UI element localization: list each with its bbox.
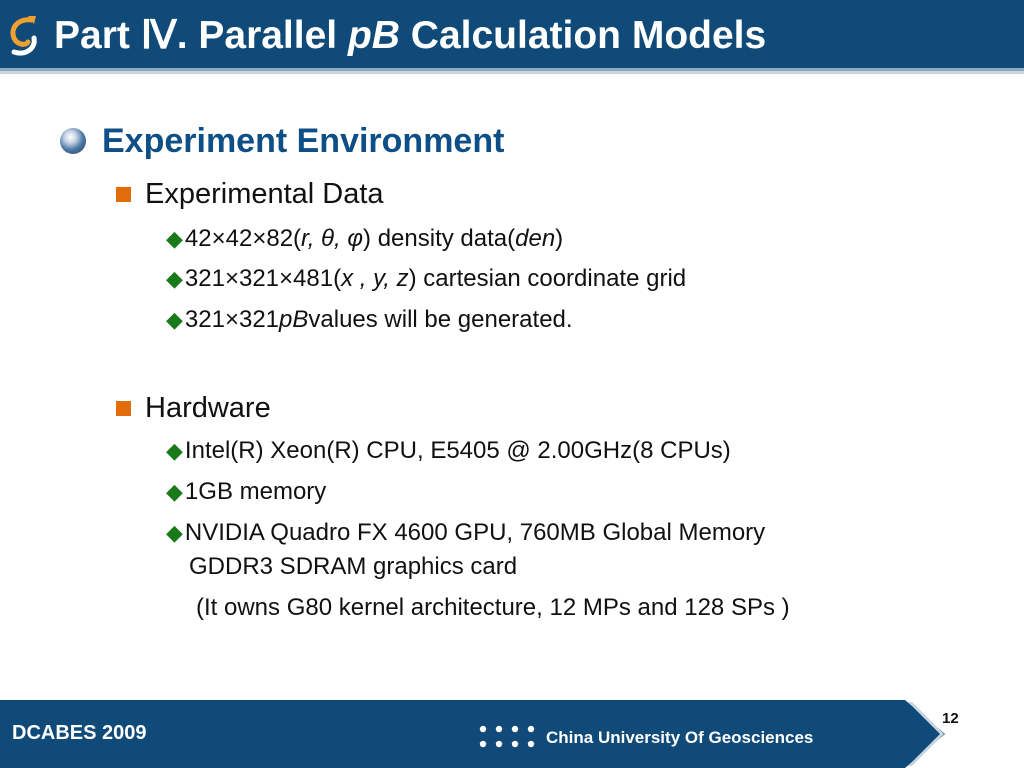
- diamond-bullet-icon: ◆: [166, 520, 183, 545]
- page-number: 12: [942, 710, 959, 727]
- diamond-bullet-icon: ◆: [166, 479, 183, 504]
- experimental-data-heading: Experimental Data: [145, 178, 384, 210]
- data-item-3: ◆ 321×321 pB values will be generated.: [166, 303, 573, 337]
- hardware-item-3: ◆ NVIDIA Quadro FX 4600 GPU, 760MB Globa…: [166, 516, 765, 550]
- diamond-bullet-icon: ◆: [166, 266, 183, 291]
- diamond-bullet-icon: ◆: [166, 438, 183, 463]
- hardware-item-2: ◆ 1GB memory: [166, 475, 326, 509]
- data-item-2: ◆ 321×321×481(x , y, z) cartesian coordi…: [166, 262, 686, 296]
- experimental-data-heading-row: Experimental Data: [116, 176, 384, 212]
- conference-label: DCABES 2009: [12, 722, 147, 744]
- hardware-heading-row: Hardware: [116, 390, 271, 426]
- slide-title: Part Ⅳ. Parallel pB Calculation Models: [54, 14, 767, 57]
- section-heading: Experiment Environment: [102, 122, 505, 160]
- round-bullet-icon: [60, 128, 86, 154]
- diamond-bullet-icon: ◆: [166, 226, 183, 251]
- hardware-heading: Hardware: [145, 392, 271, 424]
- hardware-item-1: ◆ Intel(R) Xeon(R) CPU, E5405 @ 2.00GHz(…: [166, 434, 731, 468]
- footer-bar: [0, 700, 1024, 768]
- section-heading-row: Experiment Environment: [60, 118, 504, 164]
- hardware-item-3-continued: GDDR3 SDRAM graphics card: [189, 553, 518, 580]
- dots-logo-icon: [479, 725, 535, 748]
- square-bullet-icon: [116, 186, 131, 202]
- university-label: China University Of Geosciences: [546, 728, 814, 747]
- logo-icon: [10, 16, 37, 56]
- square-bullet-icon: [116, 400, 131, 416]
- diamond-bullet-icon: ◆: [166, 307, 183, 332]
- title-bar: Part Ⅳ. Parallel pB Calculation Models: [0, 0, 1024, 74]
- hardware-note: (It owns G80 kernel architecture, 12 MPs…: [196, 594, 790, 621]
- data-item-1: ◆ 42×42×82(r, θ, φ) density data(den): [166, 222, 563, 256]
